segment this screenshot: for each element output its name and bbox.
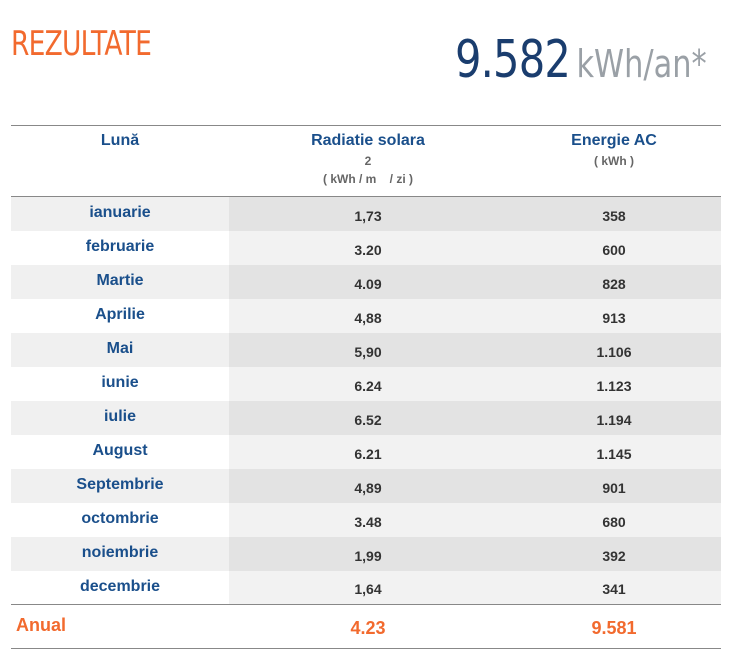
month-cell: noiembrie <box>11 536 229 571</box>
annual-label: Anual <box>11 604 229 649</box>
page-title: REZULTATE <box>11 24 152 64</box>
radiation-cell: 4,89 <box>229 468 507 503</box>
month-cell: Martie <box>11 264 229 299</box>
month-cell: februarie <box>11 230 229 265</box>
radiation-cell: 1,73 <box>229 196 507 231</box>
annual-total-asterisk: * <box>691 42 707 86</box>
radiation-cell: 3.48 <box>229 502 507 537</box>
annual-total: 9.582 kWh/an* <box>455 30 707 90</box>
annual-radiation: 4.23 <box>229 604 507 649</box>
column-radiation-label: Radiatie solara <box>311 132 425 149</box>
energy-cell: 358 <box>507 196 721 231</box>
energy-cell: 913 <box>507 298 721 333</box>
month-cell: octombrie <box>11 502 229 537</box>
month-cell: decembrie <box>11 570 229 605</box>
table-row: ianuarie 1,73 358 <box>11 196 721 231</box>
radiation-cell: 6.52 <box>229 400 507 435</box>
table-body: ianuarie 1,73 358 februarie 3.20 600 Martie 4.0… <box>11 196 721 605</box>
month-cell: iulie <box>11 400 229 435</box>
energy-cell: 680 <box>507 502 721 537</box>
annual-total-unit: kWh/an <box>576 42 692 86</box>
table-row: iunie 6.24 1.123 <box>11 366 721 401</box>
month-cell: August <box>11 434 229 469</box>
radiation-cell: 4,88 <box>229 298 507 333</box>
column-energy-unit: ( kWh ) <box>594 154 634 168</box>
month-cell: Mai <box>11 332 229 367</box>
table-row: Septembrie 4,89 901 <box>11 468 721 503</box>
table-row: Aprilie 4,88 913 <box>11 298 721 333</box>
energy-cell: 1.194 <box>507 400 721 435</box>
column-energy-label: Energie AC <box>571 132 657 149</box>
table-row: iulie 6.52 1.194 <box>11 400 721 435</box>
table-row: August 6.21 1.145 <box>11 434 721 469</box>
month-cell: ianuarie <box>11 196 229 231</box>
month-cell: Aprilie <box>11 298 229 333</box>
energy-cell: 341 <box>507 570 721 605</box>
radiation-cell: 6.21 <box>229 434 507 469</box>
radiation-cell: 6.24 <box>229 366 507 401</box>
table-footer-row: Anual 4.23 9.581 <box>11 604 721 649</box>
radiation-cell: 4.09 <box>229 264 507 299</box>
table-row: Martie 4.09 828 <box>11 264 721 299</box>
radiation-cell: 1,99 <box>229 536 507 571</box>
column-header-radiation: Radiatie solara 2 ( kWh / m / zi ) <box>229 125 507 197</box>
energy-cell: 828 <box>507 264 721 299</box>
month-cell: Septembrie <box>11 468 229 503</box>
table-header-row: Lună Radiatie solara 2 ( kWh / m / zi ) … <box>11 125 721 197</box>
column-header-month: Lună <box>11 125 229 197</box>
energy-cell: 1.106 <box>507 332 721 367</box>
column-radiation-unit: ( kWh / m / zi ) <box>323 172 413 186</box>
energy-cell: 1.123 <box>507 366 721 401</box>
table-row: noiembrie 1,99 392 <box>11 536 721 571</box>
radiation-cell: 1,64 <box>229 570 507 605</box>
table-row: decembrie 1,64 341 <box>11 570 721 605</box>
column-month-label: Lună <box>100 132 140 149</box>
annual-energy: 9.581 <box>507 604 721 649</box>
radiation-cell: 3.20 <box>229 230 507 265</box>
table-row: februarie 3.20 600 <box>11 230 721 265</box>
column-header-energy: Energie AC ( kWh ) <box>507 125 721 197</box>
energy-cell: 600 <box>507 230 721 265</box>
table-row: octombrie 3.48 680 <box>11 502 721 537</box>
results-table: Lună Radiatie solara 2 ( kWh / m / zi ) … <box>11 125 721 649</box>
month-cell: iunie <box>11 366 229 401</box>
table-row: Mai 5,90 1.106 <box>11 332 721 367</box>
column-radiation-superscript: 2 <box>364 154 372 168</box>
energy-cell: 901 <box>507 468 721 503</box>
energy-cell: 1.145 <box>507 434 721 469</box>
radiation-cell: 5,90 <box>229 332 507 367</box>
annual-total-value: 9.582 <box>455 30 571 90</box>
energy-cell: 392 <box>507 536 721 571</box>
